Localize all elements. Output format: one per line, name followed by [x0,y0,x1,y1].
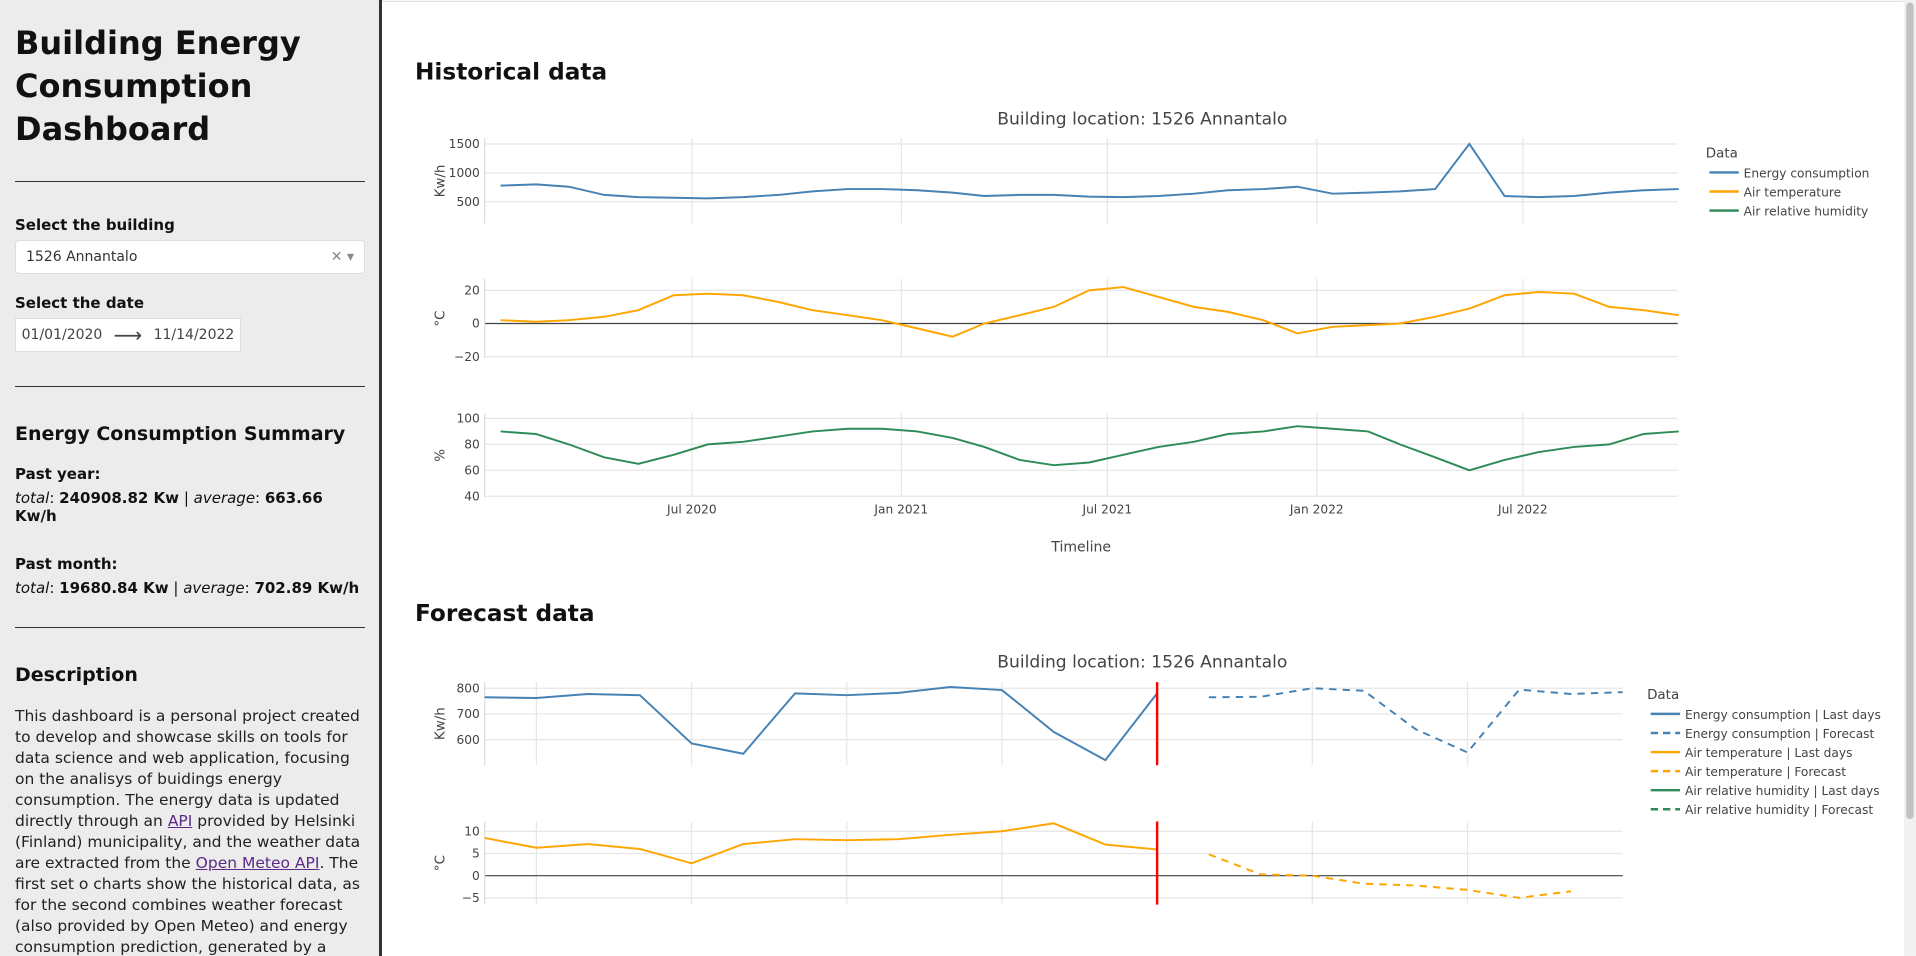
series-line [500,425,1679,472]
y-axis-label: °C [433,310,448,326]
x-tick-label: Jul 2020 [666,502,717,516]
date-start: 01/01/2020 [21,327,103,343]
y-tick-label: 80 [464,438,480,452]
sidebar: Building Energy Consumption Dashboard Se… [0,0,382,956]
summary-title: Energy Consumption Summary [15,423,346,445]
summary-part: total [15,579,50,597]
section-heading: Historical data [415,59,607,86]
date-end: 11/14/2022 [153,327,235,343]
x-tick-label: Jan 2022 [1289,502,1344,516]
y-tick-label: −5 [462,891,480,905]
legend-label: Air relative humidity | Forecast [1685,803,1873,817]
y-axis-label: Kw/h [433,707,448,740]
y-tick-label: 10 [464,825,480,839]
summary-part: average [193,489,256,507]
y-tick-label: 0 [472,317,480,331]
legend-label: Air relative humidity | Last days [1685,784,1880,798]
series-line [1208,687,1623,754]
legend-label: Energy consumption [1744,166,1870,180]
divider [15,386,365,387]
legend-label: Air temperature [1744,185,1841,199]
scrollbar-thumb[interactable] [1906,2,1914,820]
link[interactable]: API [167,812,193,830]
dropdown-controls: ✕ ▾ [330,249,354,265]
text: This dashboard is a personal project cre… [15,707,360,830]
past-year-label: Past year: [15,465,101,483]
description-title: Description [15,664,138,686]
y-tick-label: 100 [456,412,479,426]
x-tick-label: Jan 2021 [873,502,928,516]
summary-part: 702.89 Kw/h [254,579,360,597]
section-heading: Forecast data [415,600,595,627]
divider [15,181,365,182]
y-tick-label: 40 [464,490,480,504]
legend-label: Air temperature | Forecast [1685,765,1846,779]
y-tick-label: 0 [472,869,480,883]
date-label: Select the date [15,294,145,312]
summary-part: 19680.84 Kw [59,579,169,597]
y-tick-label: 5 [472,847,480,861]
y-tick-label: 800 [456,682,479,696]
legend-title: Data [1706,147,1738,162]
x-axis-label: Timeline [1050,539,1111,555]
building-dropdown[interactable]: 1526 Annantalo ✕ ▾ [15,240,365,274]
series-line [484,822,1158,865]
summary-part: 240908.82 Kw [59,489,180,507]
series-line [500,142,1679,200]
y-axis-label: °C [433,855,448,871]
past-month-line: total: 19680.84 Kw | average: 702.89 Kw/… [15,579,365,597]
series-line [484,686,1158,762]
divider [15,627,365,628]
summary-part: : [49,489,60,507]
summary-part: : [244,579,255,597]
summary-part: | [168,579,184,597]
y-tick-label: 1000 [449,166,480,180]
dashboard-title: Building Energy Consumption Dashboard [15,24,301,148]
y-tick-label: 1500 [449,137,480,151]
arrow: ⟶ [113,323,143,347]
y-tick-label: 500 [456,195,479,209]
chart-title: Building location: 1526 Annantalo [997,652,1287,672]
y-tick-label: 60 [464,464,480,478]
summary-part: : [255,489,265,507]
y-tick-label: 20 [464,284,480,298]
y-axis-label: % [433,449,448,462]
charts: Historical data Building location: 1526 … [382,0,1916,956]
legend-label: Air relative humidity [1744,204,1869,218]
text: . The first set o charts show the histor… [15,854,360,956]
y-tick-label: 600 [456,733,479,747]
description: This dashboard is a personal project cre… [15,706,365,956]
date-range[interactable]: 01/01/2020 ⟶ 11/14/2022 [15,318,241,352]
x-tick-label: Jul 2022 [1497,502,1548,516]
x-tick-label: Jul 2021 [1081,502,1132,516]
chart-title: Building location: 1526 Annantalo [997,110,1287,130]
past-year-line: total: 240908.82 Kw | average: 663.66 Kw… [15,489,365,525]
legend-label: Energy consumption | Last days [1685,708,1881,722]
main-area: Historical data Building location: 1526 … [382,0,1916,956]
legend-title: Data [1647,688,1679,703]
link[interactable]: Open Meteo API [195,854,320,872]
y-axis-label: Kw/h [433,165,448,198]
y-tick-label: −20 [454,350,480,364]
legend-label: Air temperature | Last days [1685,746,1853,760]
summary-part: : [49,579,60,597]
background [382,0,1916,956]
building-label: Select the building [15,216,175,234]
text: provided by Helsinki (Finland) municipal… [15,812,361,872]
legend-label: Energy consumption | Forecast [1685,727,1875,741]
summary-part: average [183,579,245,597]
building-value: 1526 Annantalo [26,249,138,265]
summary-part: 663.66 Kw/h [15,489,323,525]
summary-part: total [15,489,50,507]
past-month-label: Past month: [15,555,118,573]
series-line [500,286,1679,338]
summary-part: | [179,489,194,507]
y-tick-label: 700 [456,707,479,721]
